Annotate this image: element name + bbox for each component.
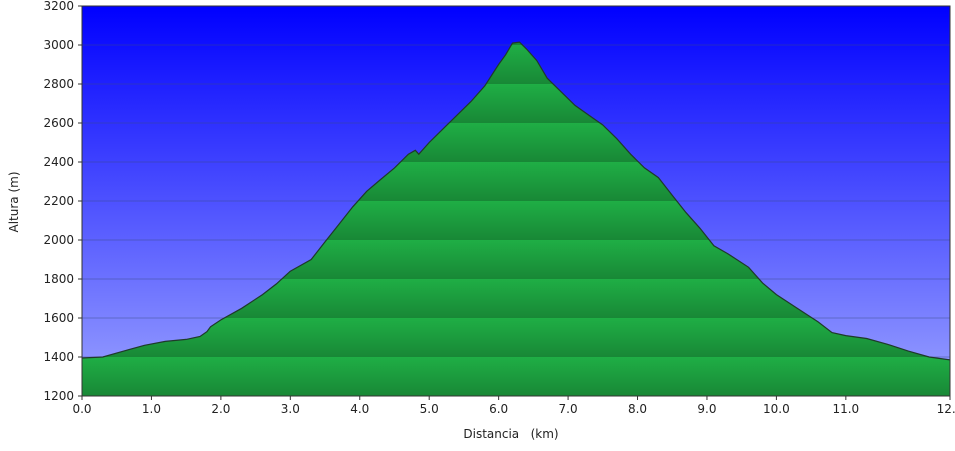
y-tick-label: 1200 — [43, 389, 74, 403]
y-tick-label: 2800 — [43, 77, 74, 91]
y-tick-label: 2200 — [43, 194, 74, 208]
x-tick-label: 11.0 — [832, 402, 859, 416]
x-tick-label: 4.0 — [350, 402, 369, 416]
x-axis-title: Distancia (km) — [463, 427, 558, 441]
shade-band — [82, 357, 950, 396]
y-tick-label: 1400 — [43, 350, 74, 364]
shade-band — [82, 42, 950, 45]
y-tick-label: 3200 — [43, 0, 74, 13]
x-tick-label: 2.0 — [211, 402, 230, 416]
y-axis: 1200 1400 1600 1800 2000 2200 2400 2600 2800 3000… — [43, 0, 82, 403]
y-axis-title: Altura (m) — [7, 171, 21, 232]
x-tick-label: 12.5 — [937, 402, 955, 416]
shade-band — [82, 318, 950, 357]
x-tick-label: 9.0 — [697, 402, 716, 416]
x-tick-label: 10.0 — [763, 402, 790, 416]
y-tick-label: 1800 — [43, 272, 74, 286]
x-tick-label: 7.0 — [559, 402, 578, 416]
y-tick-label: 3000 — [43, 38, 74, 52]
x-tick-label: 0.0 — [72, 402, 91, 416]
x-tick-label: 3.0 — [281, 402, 300, 416]
x-tick-label: 8.0 — [628, 402, 647, 416]
y-tick-label: 2600 — [43, 116, 74, 130]
x-tick-label: 1.0 — [142, 402, 161, 416]
y-tick-label: 2000 — [43, 233, 74, 247]
elevation-line — [82, 41, 950, 361]
x-axis: 0.0 1.0 2.0 3.0 4.0 5.0 6.0 7.0 8.0 9.0 10.0 11.0 12… — [72, 396, 955, 416]
y-tick-label: 1600 — [43, 311, 74, 325]
x-tick-label: 6.0 — [489, 402, 508, 416]
x-tick-label: 5.0 — [420, 402, 439, 416]
y-tick-label: 2400 — [43, 155, 74, 169]
